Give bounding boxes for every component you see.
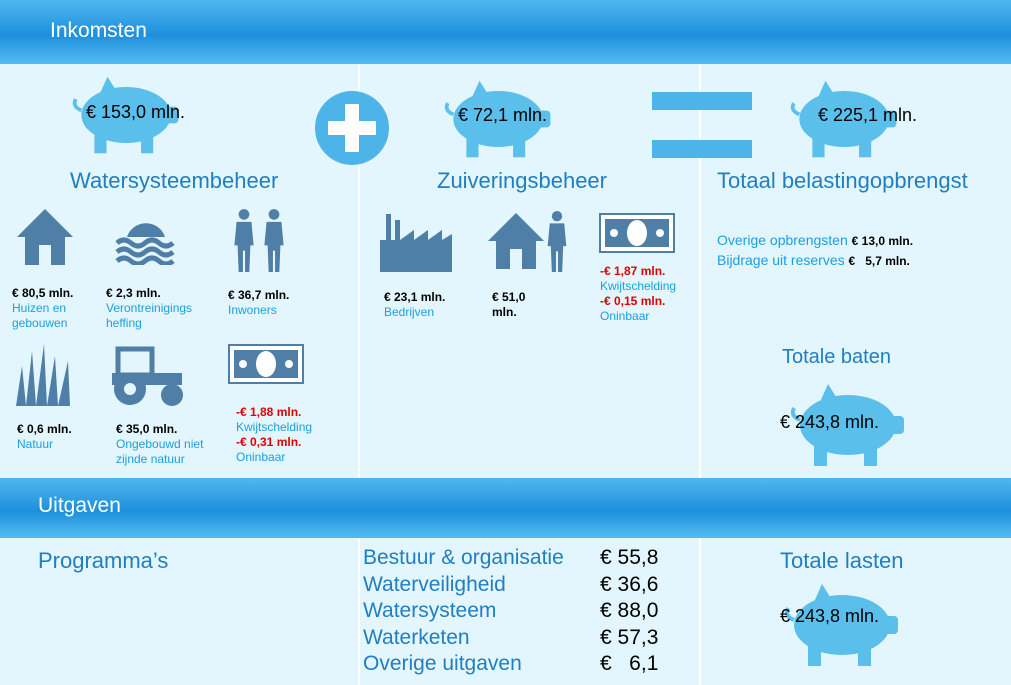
program-amount: € 57,3 <box>600 625 659 649</box>
other-label: Overige opbrengsten <box>717 232 848 248</box>
deduction-label: Oninbaar <box>236 450 286 464</box>
section-title: Inkomsten <box>50 19 147 42</box>
item: € 23,1 mln. Bedrijven <box>384 290 474 320</box>
divider <box>358 538 360 685</box>
heading: Totale lasten <box>780 548 904 573</box>
tractor-icon <box>112 346 183 406</box>
item-amount: € 2,3 mln. <box>106 286 161 300</box>
heading: Totaal belastingopbrengst <box>717 168 968 193</box>
other-income: Overige opbrengsten € 13,0 mln. Bijdrage… <box>717 231 913 271</box>
amount: € 243,8 mln. <box>780 606 880 626</box>
program-name: Bestuur & organisatie <box>363 546 564 569</box>
other-label: Bijdrage uit reserves <box>717 252 845 268</box>
item: € 0,6 mln. Natuur <box>17 422 97 452</box>
house-person-icon <box>488 211 567 272</box>
program-name: Waterveiligheid <box>363 572 506 596</box>
item: € 36,7 mln. Inwoners <box>228 288 318 318</box>
item-label: Bedrijven <box>384 305 435 319</box>
house-icon <box>15 206 75 268</box>
deductions: -€ 1,87 mln. Kwijtschelding -€ 0,15 mln. On… <box>600 264 700 324</box>
amount: € 72,1 mln. <box>458 105 548 125</box>
other-amount: € 5,7 mln. <box>848 254 910 268</box>
item-amount: € 0,6 mln. <box>17 422 72 436</box>
people-icon <box>234 209 284 272</box>
item-amount: € 35,0 mln. <box>116 422 178 436</box>
plus-icon <box>315 91 389 165</box>
amount: € 243,8 mln. <box>780 412 880 432</box>
item-amount: € 80,5 mln. <box>12 286 74 300</box>
item: € 80,5 mln. Huizen en gebouwen <box>12 286 92 331</box>
divider <box>358 64 360 478</box>
banknote-icon <box>599 213 675 253</box>
header-bar: Uitgaven <box>0 478 1011 538</box>
banknote-icon <box>228 344 304 384</box>
item: € 2,3 mln. Verontreinigings heffing <box>106 286 206 331</box>
heading: Totale baten <box>782 346 891 368</box>
other-amount: € 13,0 mln. <box>851 234 914 248</box>
equals-icon <box>652 92 752 158</box>
program-amount: € 55,8 <box>600 546 659 569</box>
divider <box>699 64 701 478</box>
program-name: Watersysteem <box>363 599 497 622</box>
deduction-label: Kwijtschelding <box>236 420 313 434</box>
nature-icon <box>16 344 70 406</box>
heading: Watersysteembeheer <box>70 168 279 193</box>
deduction-amount: -€ 1,88 mln. <box>236 405 302 419</box>
program-amount: € 36,6 <box>600 572 659 596</box>
item-label: Natuur <box>17 437 54 451</box>
amount: € 225,1 mln. <box>818 105 918 125</box>
program-name: Waterketen <box>363 625 470 649</box>
divider <box>699 538 701 685</box>
item-amount: € 51,0 mln. <box>492 290 526 319</box>
item-amount: € 23,1 mln. <box>384 290 446 304</box>
heading: Zuiveringsbeheer <box>437 168 607 193</box>
item: € 51,0 mln. <box>492 290 542 320</box>
program-amount: € 88,0 <box>600 599 659 622</box>
other-row: Bijdrage uit reserves € 5,7 mln. <box>717 251 913 271</box>
deduction-label: Kwijtschelding <box>600 279 677 293</box>
item-label: Huizen en gebouwen <box>12 301 68 330</box>
heading: Programma’s <box>38 548 169 573</box>
program-name: Overige uitgaven <box>363 652 522 675</box>
item: € 35,0 mln. Ongebouwd niet zijnde natuur <box>116 422 226 467</box>
factory-icon <box>380 214 452 272</box>
deduction-amount: -€ 1,87 mln. <box>600 264 666 278</box>
program-amount: € 6,1 <box>600 652 659 675</box>
deduction-amount: -€ 0,31 mln. <box>236 435 302 449</box>
item-amount: € 36,7 mln. <box>228 288 290 302</box>
deduction-amount: -€ 0,15 mln. <box>600 294 666 308</box>
deductions: -€ 1,88 mln. Kwijtschelding -€ 0,31 mln. On… <box>236 405 336 465</box>
section-title: Uitgaven <box>38 494 121 517</box>
deduction-label: Oninbaar <box>600 309 650 323</box>
header-bar: Inkomsten <box>0 0 1011 64</box>
item-label: Inwoners <box>228 303 277 317</box>
other-row: Overige opbrengsten € 13,0 mln. <box>717 231 913 251</box>
water-icon <box>115 223 175 265</box>
item-label: Ongebouwd niet zijnde natuur <box>116 437 204 466</box>
item-label: Verontreinigings heffing <box>106 301 193 330</box>
amount: € 153,0 mln. <box>86 102 186 122</box>
